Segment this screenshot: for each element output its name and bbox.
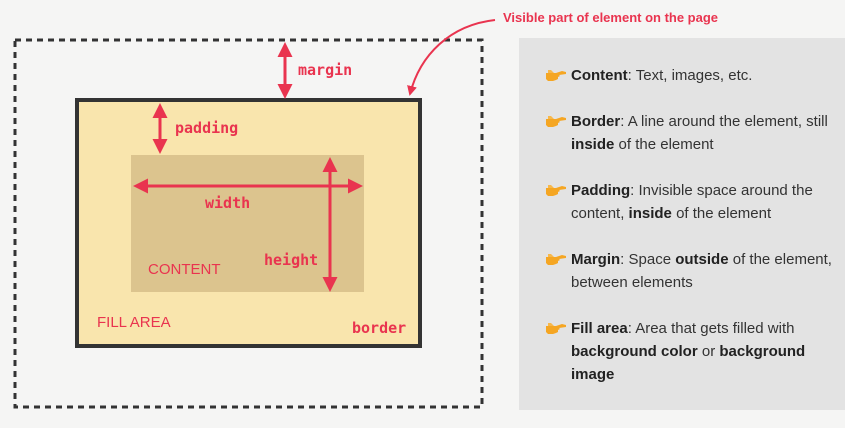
definition-term: Fill area xyxy=(571,320,628,337)
width-label: width xyxy=(205,194,250,212)
box-model-diagram: margin padding width height CONTENT FILL… xyxy=(13,19,496,409)
definition-item: Border: A line around the element, still… xyxy=(519,110,845,156)
definitions-panel: Content: Text, images, etc. Border: A lin… xyxy=(519,38,845,410)
definition-text: : Text, images, etc. xyxy=(627,67,753,84)
border-label: border xyxy=(352,319,406,337)
definition-text: : A line around the element, still xyxy=(620,113,828,130)
definition-text: : Space xyxy=(620,251,676,268)
height-label: height xyxy=(264,251,318,269)
pointing-hand-icon xyxy=(545,249,567,269)
definition-term: Margin xyxy=(571,251,621,268)
content-label: CONTENT xyxy=(148,261,221,278)
callout-arrow xyxy=(407,19,496,96)
definition-text: of the element xyxy=(614,136,714,153)
fill-area-label: FILL AREA xyxy=(97,314,171,331)
definition-text: : Invisible space around the content, xyxy=(571,182,813,222)
definition-emphasis: background image xyxy=(571,343,806,383)
callout-text: Visible part of element on the page xyxy=(503,10,719,25)
definition-term: Padding xyxy=(571,182,631,199)
definition-emphasis: inside xyxy=(628,205,672,222)
margin-box xyxy=(13,38,484,409)
definition-emphasis: inside xyxy=(571,136,615,153)
padding-label: padding xyxy=(175,119,238,137)
pointing-hand-icon xyxy=(545,318,567,338)
definition-emphasis: outside xyxy=(675,251,729,268)
definition-item: Fill area: Area that gets filled with ba… xyxy=(519,317,845,386)
definition-text: of the element, between elements xyxy=(571,251,832,291)
pointing-hand-icon xyxy=(545,180,567,200)
definition-item: Content: Text, images, etc. xyxy=(519,64,845,87)
definition-item: Margin: Space outside of the element, be… xyxy=(519,248,845,294)
definition-text: : Area that gets filled with xyxy=(627,320,795,337)
definition-term: Border xyxy=(571,113,621,130)
pointing-hand-icon xyxy=(545,111,567,131)
definition-text: or xyxy=(697,343,720,360)
definition-item: Padding: Invisible space around the cont… xyxy=(519,179,845,225)
definition-text: of the element xyxy=(671,205,772,222)
pointing-hand-icon xyxy=(545,65,567,85)
margin-label: margin xyxy=(298,61,352,79)
definition-emphasis: background color xyxy=(571,343,698,360)
definition-term: Content xyxy=(571,67,628,84)
